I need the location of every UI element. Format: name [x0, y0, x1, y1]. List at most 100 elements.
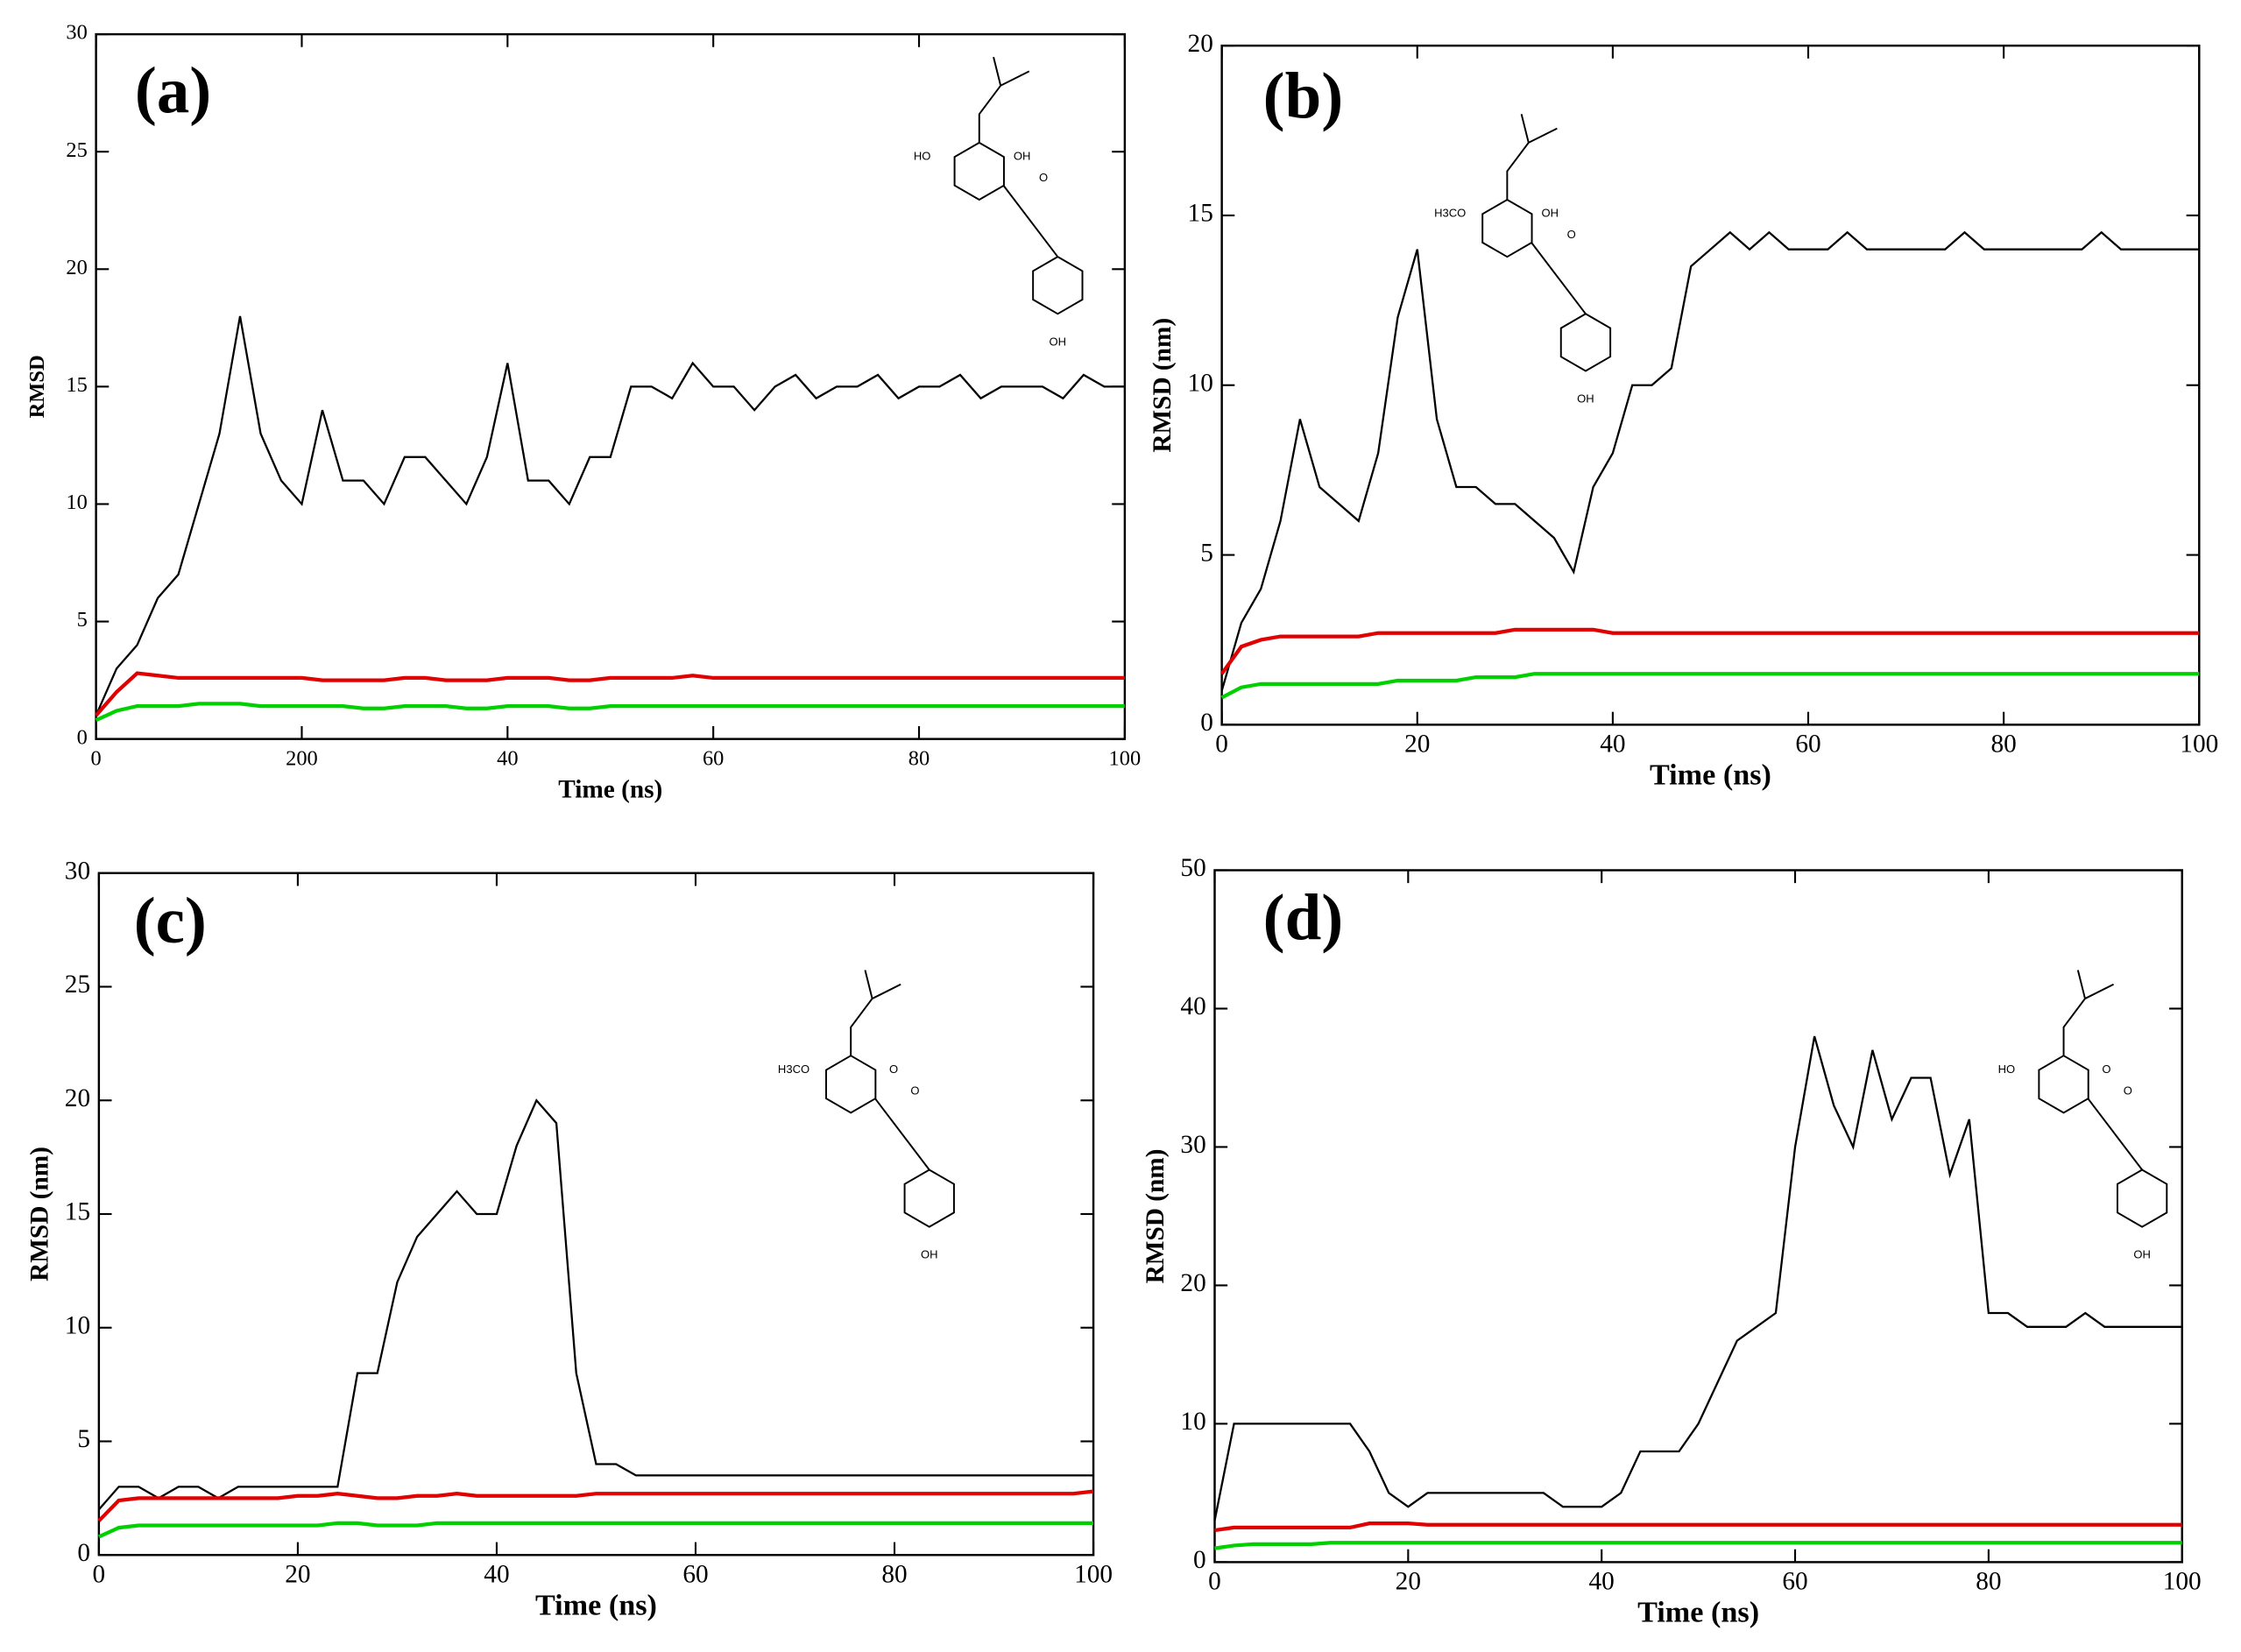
y-tick-label: 0: [77, 725, 88, 749]
structure-label: OH: [1014, 150, 1031, 163]
x-tick-label: 20: [1404, 731, 1430, 759]
panel: 0 20 40 60 80 100 0 5 10 15 20 25 30 Time (ns) RMSD (n…: [25, 857, 1113, 1621]
y-tick-label: 0: [1200, 709, 1213, 737]
structure-label: OH: [1541, 207, 1559, 220]
x-tick-label: 80: [908, 747, 930, 771]
structure-label: O: [1567, 228, 1576, 241]
y-tick-label: 10: [66, 491, 87, 514]
y-axis-label: RMSD (nm): [1142, 1149, 1170, 1284]
series-line: [97, 1521, 1094, 1539]
series-line: [95, 702, 1125, 723]
y-tick-label: 30: [66, 21, 87, 45]
x-axis-label: Time (ns): [535, 1589, 657, 1621]
structure-label: H3CO: [778, 1063, 809, 1076]
x-tick-label: 100: [2180, 731, 2218, 759]
x-tick-label: 100: [1074, 1560, 1113, 1588]
series-line: [1220, 230, 2200, 691]
structure-bond: [1506, 114, 1587, 314]
plot-frame: [97, 872, 1095, 1557]
y-tick-label: 5: [1200, 539, 1213, 567]
y-axis-label: RMSD (nm): [1149, 318, 1177, 453]
y-tick-label: 20: [65, 1084, 90, 1112]
y-tick-label: 25: [66, 138, 87, 162]
y-tick-label: 20: [66, 256, 87, 279]
panel: 0 20 40 60 80 100 0 5 10 15 20 Time (ns) RMSD (nm) (b…: [1149, 30, 2218, 792]
structure-ring: [903, 1168, 955, 1228]
y-tick-label: 10: [1180, 1408, 1205, 1436]
series-line: [1213, 1035, 2182, 1521]
x-tick-label: 80: [881, 1560, 907, 1588]
x-tick-label: 40: [1600, 731, 1625, 759]
structure-label: OH: [1577, 392, 1594, 405]
structure-label: OH: [1050, 335, 1067, 348]
panel-label: (d): [1263, 882, 1344, 955]
panel-label: (a): [135, 54, 211, 127]
y-tick-label: 10: [65, 1311, 90, 1339]
structure-ring: [2116, 1168, 2168, 1228]
structure-bond: [978, 56, 1059, 258]
x-tick-label: 80: [1976, 1568, 2001, 1596]
x-tick-label: 60: [682, 1560, 708, 1588]
x-tick-label: 60: [1795, 731, 1820, 759]
x-tick-label: 20: [285, 1560, 310, 1588]
x-tick-label: 0: [93, 1560, 106, 1588]
x-tick-label: 200: [286, 747, 318, 771]
series-line: [97, 1489, 1094, 1522]
x-tick-label: 0: [1208, 1568, 1221, 1596]
y-tick-label: 15: [1188, 200, 1213, 228]
structure-label: O: [1039, 171, 1048, 184]
series-line: [1220, 672, 2200, 700]
series-line: [98, 1098, 1094, 1511]
x-tick-label: 40: [1589, 1568, 1615, 1596]
structure-label: O: [910, 1084, 919, 1097]
panel: 0 200 40 60 80 100 0 5 10 15 20 25 30 Time (ns) RMSD (a…: [25, 21, 1141, 804]
x-tick-label: 80: [1990, 731, 2016, 759]
y-tick-label: 20: [1188, 30, 1213, 58]
y-tick-label: 15: [66, 373, 87, 397]
y-axis-label: RMSD (nm): [25, 1147, 53, 1281]
structure-bond: [850, 970, 930, 1171]
y-tick-label: 0: [77, 1539, 90, 1567]
x-tick-label: 100: [1109, 747, 1142, 771]
y-tick-label: 20: [1180, 1269, 1205, 1297]
x-tick-label: 0: [1215, 731, 1228, 759]
y-tick-label: 50: [1180, 854, 1205, 882]
x-tick-label: 0: [91, 747, 102, 771]
y-tick-label: 10: [1188, 369, 1213, 397]
y-tick-label: 0: [1193, 1546, 1206, 1574]
x-tick-label: 60: [703, 747, 724, 771]
series-line: [1214, 1521, 2182, 1533]
x-tick-label: 40: [497, 747, 518, 771]
series-line: [95, 671, 1125, 717]
structure-label: H3CO: [1434, 207, 1466, 220]
y-tick-label: 40: [1180, 992, 1205, 1020]
structure-label: OH: [921, 1248, 938, 1261]
structure-bond: [2062, 970, 2143, 1171]
x-tick-label: 100: [2163, 1568, 2202, 1596]
panel: 0 20 40 60 80 100 0 10 20 30 40 50 Time (ns) RMSD (nm…: [1142, 854, 2202, 1628]
series-line: [95, 315, 1125, 717]
structure-label: HO: [1998, 1063, 2016, 1076]
x-tick-label: 40: [484, 1560, 509, 1588]
y-axis-label: RMSD: [25, 355, 49, 418]
structure-label: O: [2102, 1063, 2110, 1076]
y-tick-label: 30: [1180, 1131, 1205, 1159]
x-tick-label: 20: [1396, 1568, 1421, 1596]
structure-label: O: [2124, 1084, 2132, 1097]
y-tick-label: 15: [65, 1198, 90, 1226]
structure-ring: [1481, 198, 1533, 258]
structure-ring: [2038, 1055, 2089, 1114]
y-tick-label: 30: [65, 857, 90, 885]
structure-ring: [825, 1055, 877, 1114]
x-axis-label: Time (ns): [558, 776, 662, 804]
x-axis-label: Time (ns): [1650, 759, 1771, 791]
y-tick-label: 5: [77, 1425, 90, 1453]
structure-label: OH: [2133, 1248, 2151, 1261]
panel-label: (b): [1263, 60, 1344, 132]
structure-ring: [1032, 256, 1084, 315]
x-tick-label: 60: [1782, 1568, 1807, 1596]
y-tick-label: 5: [77, 608, 88, 632]
structure-label: O: [889, 1063, 898, 1076]
y-tick-label: 25: [65, 971, 90, 999]
